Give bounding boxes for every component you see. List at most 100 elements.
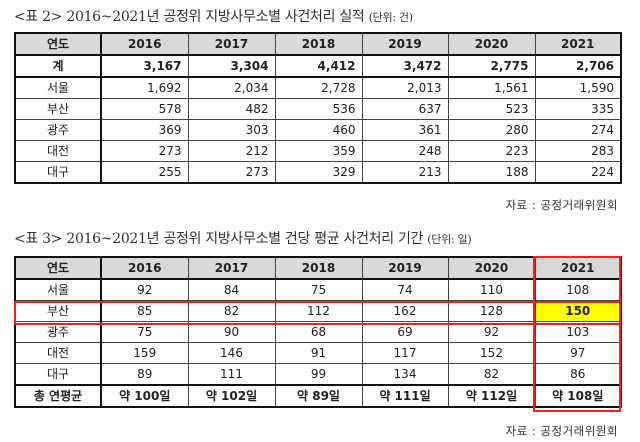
cell: 82 bbox=[447, 363, 536, 386]
cell: 1,561 bbox=[447, 76, 536, 99]
header-cell: 연도 bbox=[14, 256, 102, 280]
cell: 82 bbox=[187, 300, 276, 322]
table-row-highlighted: 부산 85 82 112 162 128 150 bbox=[14, 300, 622, 322]
cell: 223 bbox=[447, 140, 536, 162]
table3-caption: <표 3> 2016~2021년 공정위 지방사무소별 건당 평균 사건처리 기… bbox=[14, 228, 472, 248]
cell: 128 bbox=[447, 300, 536, 322]
cell: 303 bbox=[187, 119, 276, 141]
header-cell: 2019 bbox=[361, 256, 449, 280]
cell: 152 bbox=[447, 342, 536, 364]
cell: 280 bbox=[447, 119, 536, 141]
table-row-total: 계 3,167 3,304 4,412 3,472 2,775 2,706 bbox=[14, 54, 622, 78]
table-row: 광주 369 303 460 361 280 274 bbox=[14, 119, 622, 141]
cell: 2,728 bbox=[274, 76, 363, 99]
cell: 146 bbox=[187, 342, 276, 364]
cell: 97 bbox=[534, 342, 622, 364]
cell: 283 bbox=[534, 140, 622, 162]
cell: 3,472 bbox=[361, 54, 449, 78]
cell: 74 bbox=[361, 278, 449, 301]
cell: 85 bbox=[100, 300, 189, 322]
header-cell: 연도 bbox=[14, 32, 102, 56]
row-label: 대구 bbox=[14, 363, 102, 386]
table2-case-results: 연도 2016 2017 2018 2019 2020 2021 계 3,167… bbox=[14, 32, 622, 184]
cell: 329 bbox=[274, 161, 363, 184]
header-cell: 2017 bbox=[187, 32, 276, 56]
cell: 3,167 bbox=[100, 54, 189, 78]
cell: 224 bbox=[534, 161, 622, 184]
header-cell: 2016 bbox=[100, 32, 189, 56]
cell: 212 bbox=[187, 140, 276, 162]
cell: 523 bbox=[447, 98, 536, 120]
table-row: 서울 1,692 2,034 2,728 2,013 1,561 1,590 bbox=[14, 76, 622, 99]
cell: 86 bbox=[534, 363, 622, 386]
cell: 89 bbox=[100, 363, 189, 386]
cell: 69 bbox=[361, 321, 449, 343]
cell: 3,304 bbox=[187, 54, 276, 78]
cell: 112 bbox=[274, 300, 363, 322]
cell: 162 bbox=[361, 300, 449, 322]
table-row-average: 총 연평균 약 100일 약 102일 약 89일 약 111일 약 112일 … bbox=[14, 384, 622, 408]
cell: 약 108일 bbox=[534, 384, 622, 408]
row-label: 총 연평균 bbox=[14, 384, 102, 408]
header-cell: 2018 bbox=[274, 256, 363, 280]
cell: 92 bbox=[100, 278, 189, 301]
cell: 4,412 bbox=[274, 54, 363, 78]
cell: 1,590 bbox=[534, 76, 622, 99]
cell: 2,775 bbox=[447, 54, 536, 78]
table-row: 광주 75 90 68 69 92 103 bbox=[14, 321, 622, 343]
cell: 460 bbox=[274, 119, 363, 141]
row-label: 대구 bbox=[14, 161, 102, 184]
cell: 108 bbox=[534, 278, 622, 301]
table-row: 대구 89 111 99 134 82 86 bbox=[14, 363, 622, 386]
cell: 90 bbox=[187, 321, 276, 343]
cell: 578 bbox=[100, 98, 189, 120]
header-cell: 2021 bbox=[534, 256, 622, 280]
cell: 약 111일 bbox=[361, 384, 449, 408]
table2-unit: (단위: 건) bbox=[368, 11, 413, 24]
table-row: 대전 159 146 91 117 152 97 bbox=[14, 342, 622, 364]
row-label: 광주 bbox=[14, 321, 102, 343]
cell: 637 bbox=[361, 98, 449, 120]
table-row: 서울 92 84 75 74 110 108 bbox=[14, 278, 622, 301]
cell: 188 bbox=[447, 161, 536, 184]
table-row: 부산 578 482 536 637 523 335 bbox=[14, 98, 622, 120]
cell: 359 bbox=[274, 140, 363, 162]
cell: 213 bbox=[361, 161, 449, 184]
cell: 75 bbox=[274, 278, 363, 301]
cell: 273 bbox=[187, 161, 276, 184]
table2-title: <표 2> 2016~2021년 공정위 지방사무소별 사건처리 실적 bbox=[14, 9, 365, 25]
cell: 약 112일 bbox=[447, 384, 536, 408]
cell: 248 bbox=[361, 140, 449, 162]
table2-source: 자료 : 공정거래위원회 bbox=[505, 198, 618, 212]
cell: 111 bbox=[187, 363, 276, 386]
row-label: 대전 bbox=[14, 342, 102, 364]
cell: 103 bbox=[534, 321, 622, 343]
cell: 482 bbox=[187, 98, 276, 120]
cell: 361 bbox=[361, 119, 449, 141]
cell: 2,706 bbox=[534, 54, 622, 78]
cell: 536 bbox=[274, 98, 363, 120]
table3-unit: (단위: 일) bbox=[427, 233, 472, 246]
header-cell: 2021 bbox=[534, 32, 622, 56]
row-label: 부산 bbox=[14, 300, 102, 322]
row-label: 계 bbox=[14, 54, 102, 78]
header-cell: 2018 bbox=[274, 32, 363, 56]
cell: 273 bbox=[100, 140, 189, 162]
cell: 2,013 bbox=[361, 76, 449, 99]
cell: 75 bbox=[100, 321, 189, 343]
cell: 335 bbox=[534, 98, 622, 120]
cell: 255 bbox=[100, 161, 189, 184]
table2-header-row: 연도 2016 2017 2018 2019 2020 2021 bbox=[14, 32, 622, 56]
cell: 92 bbox=[447, 321, 536, 343]
table-row: 대전 273 212 359 248 223 283 bbox=[14, 140, 622, 162]
row-label: 대전 bbox=[14, 140, 102, 162]
row-label: 광주 bbox=[14, 119, 102, 141]
table3-title: <표 3> 2016~2021년 공정위 지방사무소별 건당 평균 사건처리 기… bbox=[14, 231, 424, 247]
cell: 110 bbox=[447, 278, 536, 301]
cell: 369 bbox=[100, 119, 189, 141]
header-cell: 2017 bbox=[187, 256, 276, 280]
cell: 91 bbox=[274, 342, 363, 364]
cell: 1,692 bbox=[100, 76, 189, 99]
cell: 2,034 bbox=[187, 76, 276, 99]
cell: 117 bbox=[361, 342, 449, 364]
